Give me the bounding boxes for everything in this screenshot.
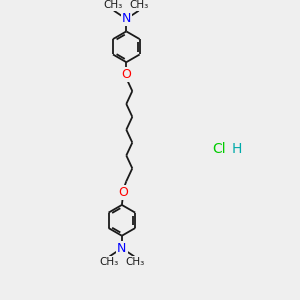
Text: O: O	[122, 68, 131, 80]
Text: CH₃: CH₃	[104, 0, 123, 10]
Text: CH₃: CH₃	[99, 257, 119, 267]
Text: CH₃: CH₃	[130, 0, 149, 10]
Text: O: O	[118, 186, 128, 199]
Text: N: N	[122, 12, 131, 26]
Text: Cl: Cl	[212, 142, 226, 156]
Text: CH₃: CH₃	[125, 257, 145, 267]
Text: H: H	[231, 142, 242, 156]
Text: N: N	[117, 242, 127, 255]
